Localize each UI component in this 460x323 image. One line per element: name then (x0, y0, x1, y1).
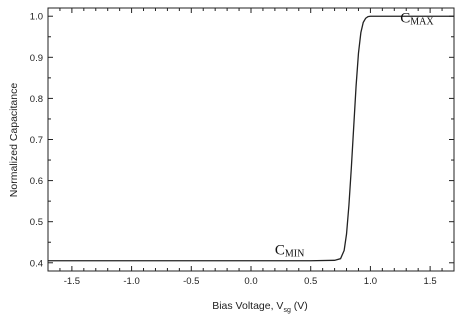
x-axis-title-sub: sg (283, 307, 291, 314)
x-tick-label: -0.5 (183, 276, 199, 287)
y-tick-label: 0.6 (30, 176, 43, 187)
x-tick-label: -1.5 (64, 276, 80, 287)
annotation-max: CMAX (400, 10, 434, 27)
y-tick-label: 0.8 (30, 94, 43, 105)
y-tick-label: 0.9 (30, 53, 43, 64)
plot-frame (47, 7, 455, 272)
annotation-min: CMIN (275, 243, 304, 260)
x-axis-title: Bias Voltage, Vsg (V) (212, 300, 308, 314)
x-tick-label: -1.0 (123, 276, 139, 287)
capacitance-curve (48, 15, 454, 262)
annotations: CMIN CMAX (275, 10, 435, 259)
y-tick-label: 0.5 (30, 217, 43, 228)
y-ticks: 0.4 0.5 0.6 0.7 0.8 0.9 1.0 (30, 12, 454, 269)
x-tick-label: 0.0 (244, 276, 257, 287)
x-ticks: -1.5 -1.0 -0.5 0.0 0.5 1.0 1.5 (47, 8, 455, 287)
x-tick-label: 1.0 (364, 276, 377, 287)
x-tick-label: 0.5 (304, 276, 317, 287)
y-tick-label: 0.7 (30, 135, 43, 146)
x-axis-title-main: Bias Voltage, V (212, 300, 283, 312)
x-tick-label: 1.5 (424, 276, 437, 287)
y-tick-label: 0.4 (30, 258, 43, 269)
y-axis-title: Normalized Capacitance (8, 83, 20, 198)
x-axis-title-unit: (V) (291, 300, 308, 312)
y-tick-label: 1.0 (30, 12, 43, 23)
